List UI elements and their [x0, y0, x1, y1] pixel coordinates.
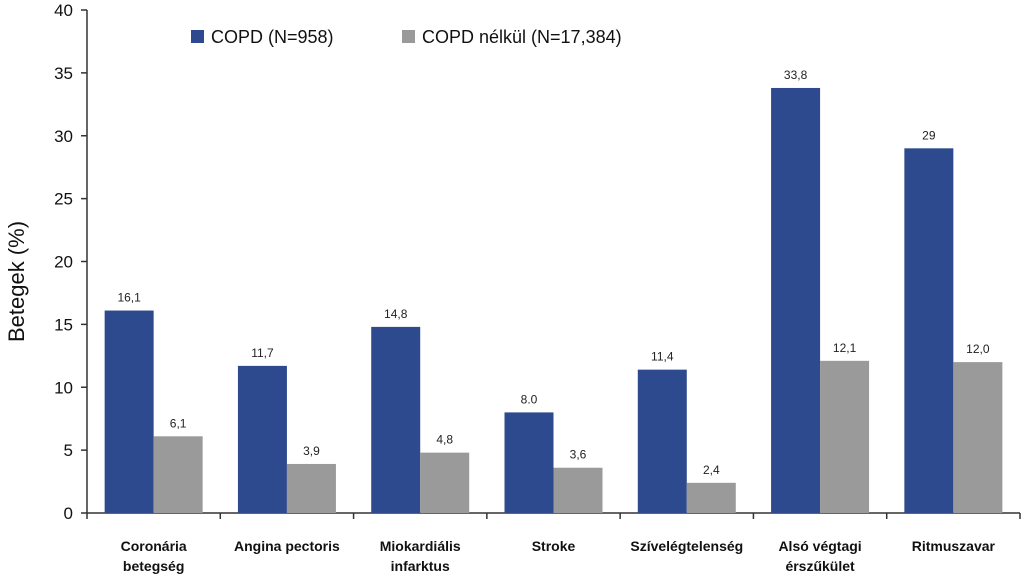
- x-category-label-line: infarktus: [391, 558, 450, 574]
- x-category-label-line: Angina pectoris: [234, 538, 340, 554]
- data-label: 3,6: [570, 448, 587, 462]
- data-label: 16,1: [117, 291, 141, 305]
- legend-swatch: [191, 30, 204, 43]
- data-label: 29: [922, 128, 936, 142]
- y-tick-label: 30: [54, 127, 73, 146]
- legend-label: COPD nélkül (N=17,384): [422, 27, 622, 47]
- data-label: 6,1: [170, 416, 187, 430]
- y-axis: 0 5 10 15 20 25 30 35 40: [54, 1, 88, 523]
- bar-no-copd: [953, 362, 1003, 513]
- x-category-label: Alsó végtagi érszűkület: [778, 538, 861, 574]
- y-tick-label: 20: [54, 253, 73, 272]
- x-category-label: Miokardiális infarktus: [380, 538, 461, 574]
- data-label: 11,4: [651, 350, 674, 364]
- x-category-label: Angina pectoris: [234, 538, 340, 554]
- data-label: 3,9: [303, 444, 320, 458]
- legend: COPD (N=958) COPD nélkül (N=17,384): [191, 27, 622, 47]
- bar-copd: [104, 310, 154, 513]
- y-tick-label: 15: [54, 315, 73, 334]
- bar-copd: [904, 148, 954, 513]
- x-category-label-line: Miokardiális: [380, 538, 461, 554]
- data-label: 8.0: [521, 392, 538, 406]
- data-label: 4,8: [436, 433, 453, 447]
- x-category-label-line: betegség: [123, 558, 184, 574]
- y-tick-label: 0: [64, 504, 73, 523]
- y-tick-label: 40: [54, 1, 73, 20]
- data-label: 33,8: [784, 68, 808, 82]
- x-category-label-line: Alsó végtagi: [778, 538, 861, 554]
- x-category-label-line: Coronária: [121, 538, 187, 554]
- y-tick-label: 10: [54, 378, 73, 397]
- x-category-label-line: Stroke: [532, 538, 576, 554]
- y-tick-label: 25: [54, 190, 73, 209]
- y-tick-label: 35: [54, 64, 73, 83]
- bar-copd: [637, 369, 687, 513]
- bar-no-copd: [153, 436, 203, 513]
- data-label: 2,4: [703, 463, 720, 477]
- bar-copd: [771, 87, 821, 513]
- x-category-label-line: Szívelégtelenség: [630, 538, 743, 554]
- bars: 16,1 6,1 11,7 3,9 14,8 4,8 8.0 3,6 11,4 2,4 33,8 12…: [104, 68, 1003, 513]
- bar-copd: [237, 365, 287, 513]
- data-label: 12,1: [833, 341, 857, 355]
- bar-copd: [504, 412, 554, 513]
- x-category-label: Ritmuszavar: [912, 538, 996, 554]
- x-category-label-line: érszűkület: [785, 558, 855, 574]
- x-axis: Coronária betegség Angina pectoris Miokardi…: [86, 512, 1021, 574]
- bar-copd: [371, 326, 421, 513]
- data-label: 14,8: [384, 307, 408, 321]
- y-tick-label: 5: [64, 441, 73, 460]
- x-category-label-line: Ritmuszavar: [912, 538, 996, 554]
- legend-swatch: [402, 30, 415, 43]
- data-label: 11,7: [251, 346, 274, 360]
- bar-no-copd: [286, 463, 336, 513]
- bar-no-copd: [420, 452, 470, 513]
- data-label: 12,0: [966, 342, 990, 356]
- legend-label: COPD (N=958): [211, 27, 334, 47]
- x-category-label: Coronária betegség: [121, 538, 187, 574]
- bar-no-copd: [553, 467, 603, 513]
- x-category-label: Stroke: [532, 538, 576, 554]
- bar-no-copd: [820, 360, 870, 513]
- bar-no-copd: [686, 482, 736, 513]
- x-category-label: Szívelégtelenség: [630, 538, 743, 554]
- y-axis-label: Betegek (%): [4, 221, 29, 342]
